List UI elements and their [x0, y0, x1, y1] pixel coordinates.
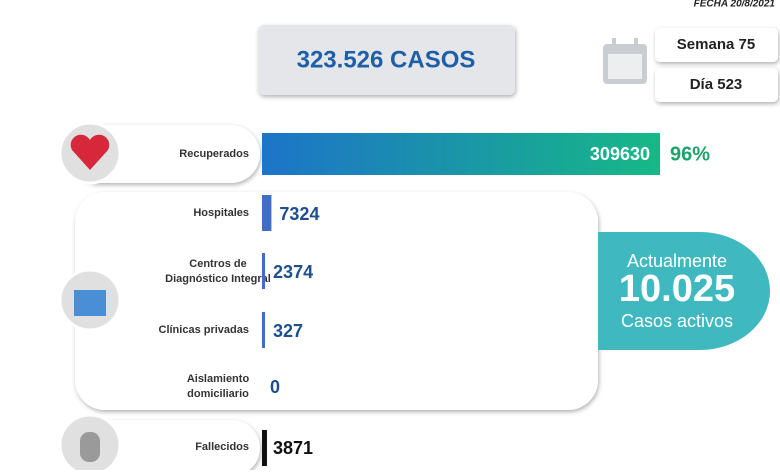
bar	[262, 312, 265, 348]
hospital	[74, 290, 106, 316]
value: 309630	[590, 144, 650, 164]
calendar-icon	[603, 38, 647, 84]
place-label: Hospitales	[193, 207, 249, 219]
places-box	[75, 192, 598, 410]
value: 0	[270, 377, 280, 397]
week-box	[655, 28, 778, 62]
recovered-percent: 96%	[670, 143, 710, 165]
week: Semana 75	[677, 36, 755, 53]
total: 323.526 CASOS	[297, 46, 476, 73]
total-box	[258, 25, 515, 95]
active-number: 10.025	[619, 268, 735, 310]
place-label: Clínicas privadas	[159, 324, 250, 336]
deaths-label: Fallecidos	[195, 441, 249, 453]
bars: 309630 Hospitales 7324 Centros de Diagnóstic…	[159, 133, 660, 466]
day-box	[655, 68, 778, 102]
value: 7324	[279, 204, 319, 224]
active-box	[598, 232, 770, 350]
recovered-label: Recuperados	[179, 148, 249, 160]
bar	[262, 253, 266, 289]
heart	[70, 134, 110, 170]
value: 3871	[273, 438, 313, 458]
place-label: Aislamiento domiciliario	[187, 373, 250, 400]
active-line2: Casos activos	[621, 311, 733, 331]
tomb	[80, 432, 100, 462]
bar	[262, 430, 267, 466]
place-label: Centros de Diagnóstico Integral	[165, 258, 271, 285]
active-line1: Actualmente	[627, 251, 727, 271]
value: 2374	[273, 262, 313, 282]
bar	[262, 195, 272, 231]
day: Día 523	[690, 76, 743, 93]
value: 327	[273, 321, 303, 341]
date: FECHA 20/8/2021	[694, 0, 776, 10]
bar	[262, 133, 660, 175]
